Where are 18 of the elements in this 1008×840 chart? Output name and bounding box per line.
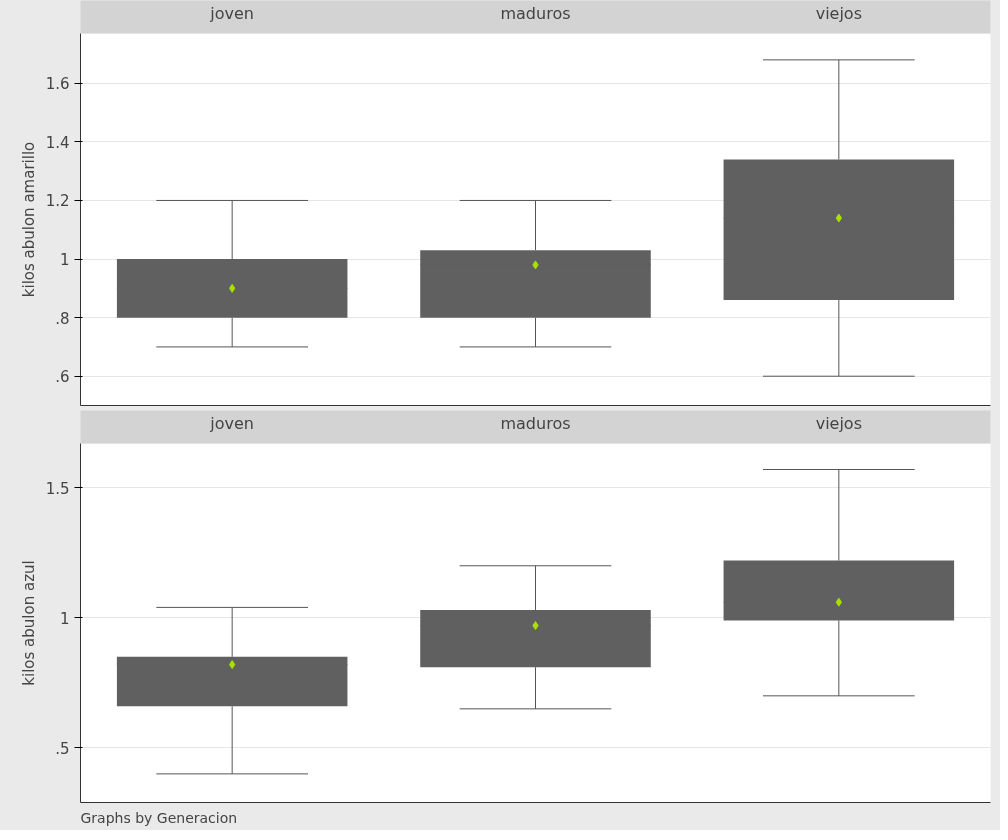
y-tick-label: 1.4 bbox=[45, 133, 70, 152]
category-label: viejos bbox=[815, 3, 862, 23]
y-axis-title: kilos abulon azul bbox=[19, 560, 38, 686]
y-tick-label: 1 bbox=[59, 251, 70, 270]
text: Graphs by Generacion bbox=[80, 809, 238, 826]
y-tick-label: .6 bbox=[55, 368, 70, 387]
y-tick-label: .5 bbox=[55, 739, 70, 758]
category-label: maduros bbox=[500, 3, 571, 23]
category-label: joven bbox=[210, 3, 255, 23]
y-tick-label: .8 bbox=[55, 309, 70, 328]
y-tick-label: 1 bbox=[59, 609, 70, 628]
y-axis-title: kilos abulon amarillo bbox=[19, 141, 38, 298]
y-tick-label: 1.2 bbox=[45, 192, 70, 211]
category-label: joven bbox=[210, 413, 255, 433]
category-label: viejos bbox=[815, 413, 862, 433]
y-tick-label: 1.5 bbox=[45, 479, 70, 498]
y-tick-label: 1.6 bbox=[45, 75, 70, 94]
category-label: maduros bbox=[500, 413, 571, 433]
